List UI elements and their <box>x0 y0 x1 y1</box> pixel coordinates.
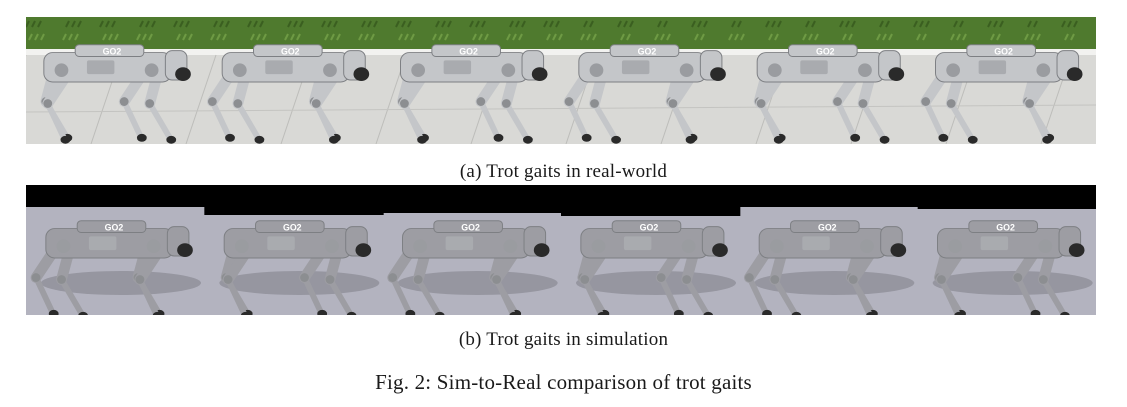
simulation-frame: GO2 <box>932 220 1093 315</box>
real-world-frame: GO2 <box>206 44 370 144</box>
robot-body-label: GO2 <box>638 47 657 57</box>
real-world-frame: GO2 <box>920 44 1083 144</box>
subfigure-caption-b: (b) Trot gaits in simulation <box>458 329 669 350</box>
robot-body-label: GO2 <box>459 47 478 57</box>
quadruped-robot: GO2 <box>397 44 548 144</box>
robot-body-label: GO2 <box>103 47 122 57</box>
real-world-frame: GO2 <box>563 44 726 144</box>
simulation-frame: GO2 <box>576 220 736 315</box>
robot-body-label: GO2 <box>105 223 124 233</box>
quadruped-robot: GO2 <box>220 220 372 315</box>
simulation-frames: GO2 GO2 GO2 GO2 GO2 GO2 <box>26 185 1096 315</box>
simulation-render-strip: GO2 GO2 GO2 GO2 GO2 GO2 <box>26 185 1096 315</box>
real-world-frame: GO2 <box>397 44 548 144</box>
robot-body-label: GO2 <box>994 47 1013 57</box>
robot-body-label: GO2 <box>816 47 835 57</box>
real-world-photo-strip: GO2 GO2 GO2 GO2 GO2 GO2 <box>26 17 1096 144</box>
real-world-frame: GO2 <box>40 44 191 144</box>
robot-body-label: GO2 <box>818 223 837 233</box>
simulation-frame: GO2 <box>30 220 201 315</box>
robot-body-label: GO2 <box>996 223 1015 233</box>
robot-body-label: GO2 <box>461 223 480 233</box>
quadruped-robot: GO2 <box>206 44 370 144</box>
real-world-frames: GO2 GO2 GO2 GO2 GO2 GO2 <box>26 17 1096 144</box>
subfigure-caption-a: (a) Trot gaits in real-world <box>459 161 668 182</box>
quadruped-robot: GO2 <box>934 220 1085 315</box>
robot-body-label: GO2 <box>283 223 302 233</box>
simulation-frame: GO2 <box>743 220 915 315</box>
quadruped-robot: GO2 <box>387 220 550 315</box>
figure-caption: Fig. 2: Sim-to-Real comparison of trot g… <box>375 370 752 394</box>
quadruped-robot: GO2 <box>30 220 193 315</box>
quadruped-robot: GO2 <box>563 44 726 144</box>
quadruped-robot: GO2 <box>753 44 905 144</box>
simulation-frame: GO2 <box>219 220 380 315</box>
quadruped-robot: GO2 <box>743 220 907 315</box>
robot-body-label: GO2 <box>640 223 659 233</box>
robot-body-label: GO2 <box>281 47 300 57</box>
simulation-frame: GO2 <box>387 220 558 315</box>
real-world-frame: GO2 <box>753 44 905 144</box>
quadruped-robot: GO2 <box>577 220 728 315</box>
quadruped-robot: GO2 <box>40 44 191 144</box>
quadruped-robot: GO2 <box>920 44 1083 144</box>
